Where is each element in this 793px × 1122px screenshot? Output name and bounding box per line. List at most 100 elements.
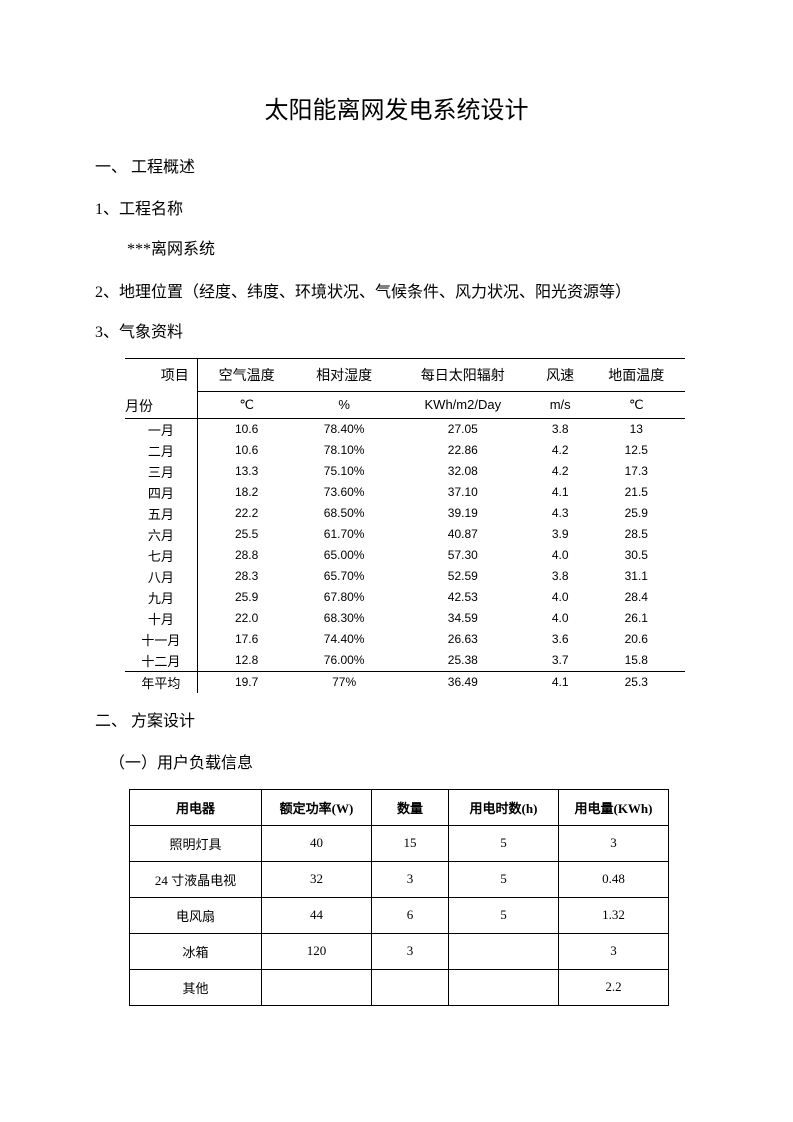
table-cell: 44 <box>262 897 372 933</box>
table-cell: 二月 <box>125 440 197 461</box>
table-cell: 22.86 <box>393 440 533 461</box>
weather-header: 空气温度 <box>197 359 295 392</box>
table-cell: 10.6 <box>197 418 295 440</box>
table-cell: 21.5 <box>588 482 685 503</box>
table-cell: 4.2 <box>533 440 588 461</box>
table-row: 十二月12.876.00%25.383.715.8 <box>125 650 685 672</box>
table-cell: 3.6 <box>533 629 588 650</box>
table-cell: 3.7 <box>533 650 588 672</box>
table-cell: 4.1 <box>533 482 588 503</box>
table-cell: 12.8 <box>197 650 295 672</box>
load-header: 用电量(KWh) <box>559 789 669 825</box>
table-cell: 三月 <box>125 461 197 482</box>
table-cell: 67.80% <box>295 587 392 608</box>
table-cell: 4.1 <box>533 671 588 693</box>
table-row: 二月10.678.10%22.864.212.5 <box>125 440 685 461</box>
table-cell: 25.9 <box>588 503 685 524</box>
table-cell: 一月 <box>125 418 197 440</box>
table-cell: 5 <box>449 825 559 861</box>
load-header: 额定功率(W) <box>262 789 372 825</box>
page-title: 太阳能离网发电系统设计 <box>95 90 698 125</box>
weather-corner-top: 项目 <box>125 359 197 392</box>
table-row: 十一月17.674.40%26.633.620.6 <box>125 629 685 650</box>
table-cell: 77% <box>295 671 392 693</box>
table-cell: 0.48 <box>559 861 669 897</box>
table-cell: 68.30% <box>295 608 392 629</box>
load-header: 用电器 <box>130 789 262 825</box>
table-cell: 65.70% <box>295 566 392 587</box>
table-cell: 22.0 <box>197 608 295 629</box>
weather-table: 项目 空气温度 相对湿度 每日太阳辐射 风速 地面温度 月份 ℃ % KWh/m… <box>125 358 685 693</box>
table-cell: 78.40% <box>295 418 392 440</box>
table-cell: 13.3 <box>197 461 295 482</box>
table-cell: 34.59 <box>393 608 533 629</box>
table-cell: 十二月 <box>125 650 197 672</box>
table-cell: 19.7 <box>197 671 295 693</box>
weather-unit: KWh/m2/Day <box>393 392 533 419</box>
table-cell: 3 <box>372 861 449 897</box>
weather-header: 每日太阳辐射 <box>393 359 533 392</box>
weather-header: 风速 <box>533 359 588 392</box>
table-cell: 13 <box>588 418 685 440</box>
item1-value: ***离网系统 <box>127 235 698 259</box>
table-cell: 78.10% <box>295 440 392 461</box>
table-cell: 4.0 <box>533 545 588 566</box>
table-cell: 4.2 <box>533 461 588 482</box>
weather-unit: ℃ <box>197 392 295 419</box>
table-cell: 八月 <box>125 566 197 587</box>
table-cell: 37.10 <box>393 482 533 503</box>
table-cell <box>449 969 559 1005</box>
table-row: 四月18.273.60%37.104.121.5 <box>125 482 685 503</box>
table-cell: 七月 <box>125 545 197 566</box>
table-cell: 39.19 <box>393 503 533 524</box>
table-cell: 31.1 <box>588 566 685 587</box>
table-cell: 120 <box>262 933 372 969</box>
table-cell: 五月 <box>125 503 197 524</box>
load-header: 用电时数(h) <box>449 789 559 825</box>
table-cell: 30.5 <box>588 545 685 566</box>
table-row: 七月28.865.00%57.304.030.5 <box>125 545 685 566</box>
table-cell: 3.8 <box>533 566 588 587</box>
table-cell: 65.00% <box>295 545 392 566</box>
table-cell: 3 <box>372 933 449 969</box>
table-row: 照明灯具401553 <box>130 825 669 861</box>
table-cell: 5 <box>449 897 559 933</box>
table-row: 其他2.2 <box>130 969 669 1005</box>
table-cell: 3 <box>559 933 669 969</box>
table-row: 冰箱12033 <box>130 933 669 969</box>
table-cell: 24 寸液晶电视 <box>130 861 262 897</box>
table-cell: 17.6 <box>197 629 295 650</box>
table-cell: 4.0 <box>533 608 588 629</box>
section1-heading: 一、 工程概述 <box>95 153 698 177</box>
table-cell: 18.2 <box>197 482 295 503</box>
table-cell: 6 <box>372 897 449 933</box>
table-summary-row: 年平均19.777%36.494.125.3 <box>125 671 685 693</box>
table-cell: 74.40% <box>295 629 392 650</box>
table-cell: 12.5 <box>588 440 685 461</box>
item3-label: 3、气象资料 <box>95 318 698 342</box>
table-cell: 4.0 <box>533 587 588 608</box>
table-cell: 15.8 <box>588 650 685 672</box>
table-cell: 25.3 <box>588 671 685 693</box>
table-cell: 28.3 <box>197 566 295 587</box>
table-row: 电风扇44651.32 <box>130 897 669 933</box>
table-cell: 76.00% <box>295 650 392 672</box>
table-cell: 3.9 <box>533 524 588 545</box>
table-cell: 电风扇 <box>130 897 262 933</box>
table-cell: 22.2 <box>197 503 295 524</box>
table-cell: 32.08 <box>393 461 533 482</box>
table-cell: 17.3 <box>588 461 685 482</box>
table-cell: 年平均 <box>125 671 197 693</box>
item2-label: 2、地理位置（经度、纬度、环境状况、气候条件、风力状况、阳光资源等） <box>95 275 698 310</box>
table-cell: 九月 <box>125 587 197 608</box>
weather-unit: ℃ <box>588 392 685 419</box>
table-cell: 26.63 <box>393 629 533 650</box>
table-row: 八月28.365.70%52.593.831.1 <box>125 566 685 587</box>
table-cell: 20.6 <box>588 629 685 650</box>
table-cell: 73.60% <box>295 482 392 503</box>
load-table: 用电器 额定功率(W) 数量 用电时数(h) 用电量(KWh) 照明灯具4015… <box>129 789 669 1006</box>
table-cell: 26.1 <box>588 608 685 629</box>
table-row: 三月13.375.10%32.084.217.3 <box>125 461 685 482</box>
table-cell: 十一月 <box>125 629 197 650</box>
table-cell: 40 <box>262 825 372 861</box>
